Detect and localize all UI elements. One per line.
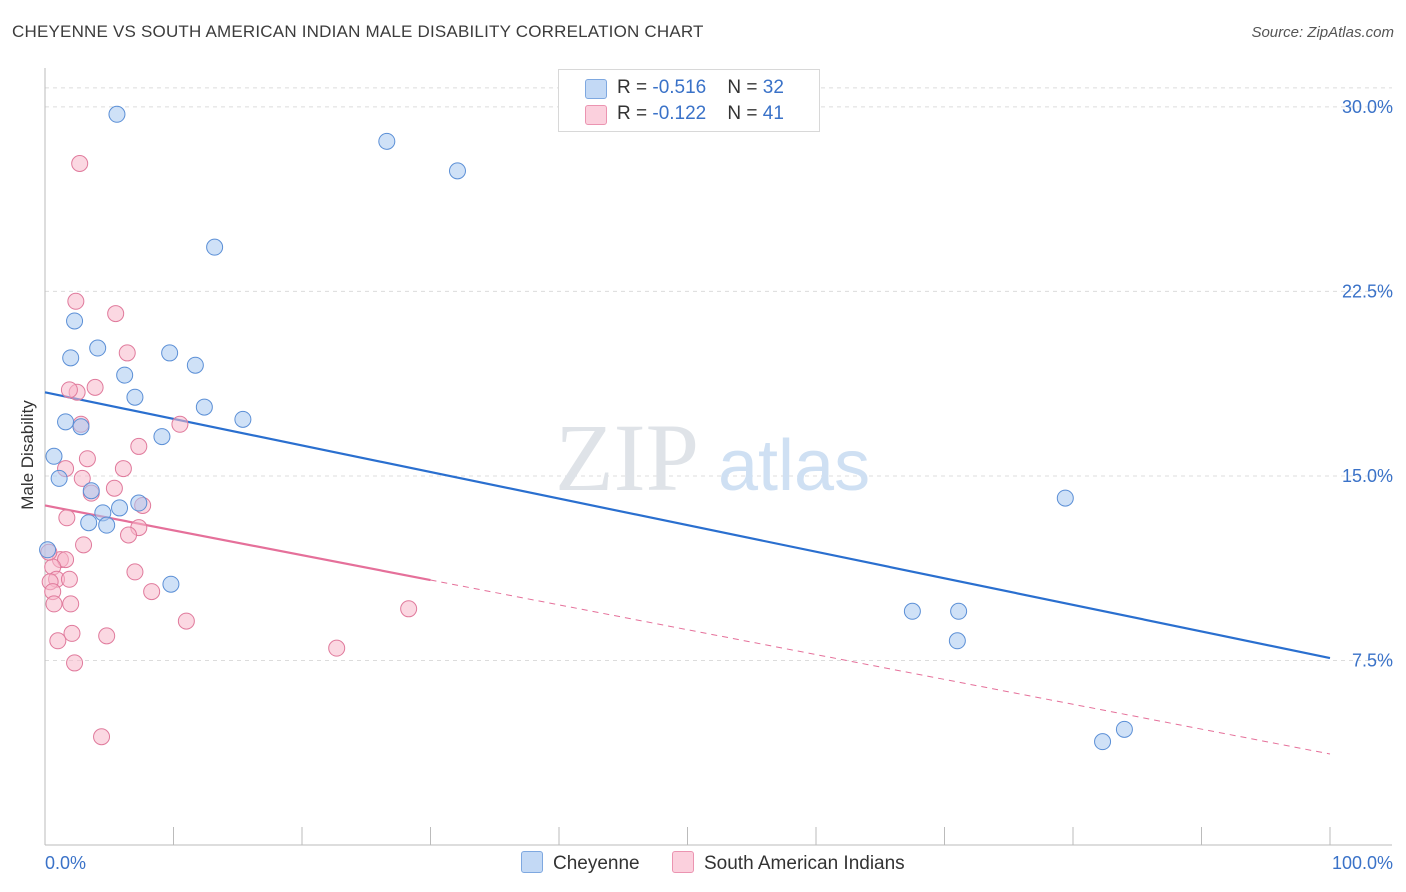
legend-swatch-south-american-indians xyxy=(585,105,607,125)
data-point xyxy=(60,570,78,588)
data-point xyxy=(195,398,213,416)
data-point xyxy=(50,469,68,487)
data-point xyxy=(105,479,123,497)
legend-n-label: N = xyxy=(727,103,763,124)
data-point xyxy=(89,339,107,357)
data-point xyxy=(206,238,224,256)
data-point xyxy=(86,378,104,396)
bottom-legend-swatch xyxy=(521,851,543,873)
data-point xyxy=(162,575,180,593)
data-point xyxy=(114,460,132,478)
bottom-legend-south-american-indians: South American Indians xyxy=(672,851,905,875)
data-point xyxy=(57,413,75,431)
legend-n-value: 41 xyxy=(762,103,784,124)
tick-labels: 7.5% 15.0% 22.5% 30.0% 0.0% 100.0% xyxy=(45,97,1393,873)
y-tick-label: 22.5% xyxy=(1342,281,1393,301)
bottom-legend-swatch xyxy=(672,851,694,873)
x-tick-label: 0.0% xyxy=(45,853,86,873)
data-point xyxy=(45,595,63,613)
data-point xyxy=(1115,720,1133,738)
data-point xyxy=(153,428,171,446)
gridlines xyxy=(45,87,1392,661)
data-point xyxy=(177,612,195,630)
legend-n-value: 32 xyxy=(762,77,784,98)
data-point xyxy=(130,437,148,455)
axes xyxy=(44,68,1392,846)
data-point xyxy=(1056,489,1074,507)
data-point xyxy=(49,632,67,650)
data-point xyxy=(903,602,921,620)
x-tick-label: 100.0% xyxy=(1332,853,1393,873)
data-point xyxy=(118,344,136,362)
data-point xyxy=(1094,733,1112,751)
data-point xyxy=(72,418,90,436)
watermark-zip: ZIP xyxy=(555,404,699,511)
data-point xyxy=(93,728,111,746)
data-point xyxy=(328,639,346,657)
data-point xyxy=(108,105,126,123)
data-point xyxy=(75,536,93,554)
data-point xyxy=(234,410,252,428)
y-tick-label: 30.0% xyxy=(1342,97,1393,117)
data-point xyxy=(378,132,396,150)
data-point xyxy=(45,447,63,465)
data-point xyxy=(39,541,57,559)
data-point xyxy=(130,494,148,512)
data-point xyxy=(126,388,144,406)
data-point xyxy=(161,344,179,362)
data-point xyxy=(171,415,189,433)
data-point xyxy=(60,381,78,399)
data-point xyxy=(62,349,80,367)
data-point xyxy=(448,162,466,180)
bottom-legend-label: Cheyenne xyxy=(553,853,640,874)
data-point xyxy=(111,499,129,517)
data-point xyxy=(73,469,91,487)
data-points xyxy=(39,105,1133,751)
watermark: ZIP atlas xyxy=(555,404,870,511)
data-point xyxy=(63,624,81,642)
data-point xyxy=(98,516,116,534)
legend-n-label: N = xyxy=(727,77,763,98)
data-point xyxy=(66,654,84,672)
data-point xyxy=(143,583,161,601)
correlation-legend: R = -0.516 N = 32 R = -0.122 N = 41 xyxy=(558,69,820,132)
data-point xyxy=(186,356,204,374)
data-point xyxy=(58,509,76,527)
y-tick-label: 7.5% xyxy=(1352,650,1393,670)
data-point xyxy=(107,305,125,323)
data-point xyxy=(950,602,968,620)
legend-r-label: R = xyxy=(617,77,653,98)
data-point xyxy=(62,595,80,613)
data-point xyxy=(126,563,144,581)
bottom-legend-label: South American Indians xyxy=(704,853,905,874)
trend-line xyxy=(44,391,1331,660)
trend-line-extrapolated xyxy=(430,579,1331,755)
data-point xyxy=(80,514,98,532)
chart-title: CHEYENNE VS SOUTH AMERICAN INDIAN MALE D… xyxy=(12,22,704,41)
bottom-legend-cheyenne: Cheyenne xyxy=(521,851,640,875)
data-point xyxy=(66,312,84,330)
source-label: Source: ZipAtlas.com xyxy=(1251,24,1394,41)
data-point xyxy=(71,154,89,172)
legend-r-value: -0.516 xyxy=(652,77,707,98)
data-point xyxy=(116,366,134,384)
data-point xyxy=(948,632,966,650)
data-point xyxy=(98,627,116,645)
data-point xyxy=(120,526,138,544)
legend-r-label: R = xyxy=(617,103,653,124)
data-point xyxy=(67,292,85,310)
data-point xyxy=(78,450,96,468)
y-axis-label: Male Disability xyxy=(18,400,37,510)
watermark-atlas: atlas xyxy=(718,426,870,506)
legend-swatch-cheyenne xyxy=(585,79,607,99)
data-point xyxy=(400,600,418,618)
data-point xyxy=(82,482,100,500)
legend-r-value: -0.122 xyxy=(652,103,707,124)
y-tick-label: 15.0% xyxy=(1342,466,1393,486)
data-point xyxy=(57,551,75,569)
